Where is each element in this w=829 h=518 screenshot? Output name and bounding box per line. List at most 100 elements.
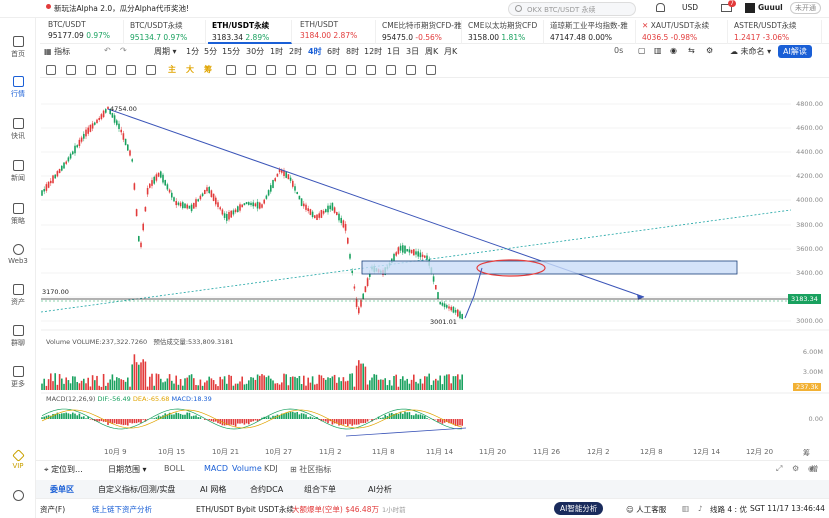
wave-tool-icon[interactable] xyxy=(306,65,316,75)
template-selector[interactable]: ☁ 未命名 ▾ xyxy=(730,47,772,56)
ticker-tab[interactable]: ASTER/USDT永续 1.2417 -3.06% xyxy=(730,20,822,44)
sidebar-item-web3[interactable]: Web3 xyxy=(0,244,36,265)
sidebar-item-more[interactable]: 更多 xyxy=(0,366,36,389)
indicator-kdj[interactable]: KDJ xyxy=(264,464,278,473)
crosshair-icon[interactable] xyxy=(46,65,56,75)
trash-icon[interactable] xyxy=(426,65,436,75)
liquidation-text[interactable]: 大额爆单(空单) $46.48万 xyxy=(292,505,379,514)
tab-ai-analysis[interactable]: AI分析 xyxy=(368,485,392,494)
pen-tool-icon[interactable] xyxy=(266,65,276,75)
projection-arrow[interactable] xyxy=(464,267,483,319)
avatar[interactable] xyxy=(745,3,755,13)
camera-icon[interactable]: ◉ xyxy=(808,464,815,473)
indicator-boll[interactable]: BOLL xyxy=(164,464,185,473)
timeframe-1m[interactable]: 1分 xyxy=(186,47,200,56)
tab-ai-grid[interactable]: AI 网格 xyxy=(200,485,227,494)
search-input[interactable]: OKX BTC/USDT 永续 xyxy=(527,6,596,14)
indicator-button[interactable]: ▦ 指标 xyxy=(44,47,71,56)
timeframe-15m[interactable]: 15分 xyxy=(222,47,241,56)
sidebar-item-groupchat[interactable]: 群聊 xyxy=(0,325,36,348)
rect-tool-icon[interactable] xyxy=(226,65,236,75)
macd-divergence-line[interactable] xyxy=(345,427,467,437)
mail-icon[interactable] xyxy=(721,4,732,12)
indicator-volume[interactable]: Volume xyxy=(232,464,262,473)
ticker-tab-active[interactable]: ETH/USDT永续 3183.34 2.89% xyxy=(208,20,292,44)
asset-label[interactable]: 资产(F) xyxy=(40,505,66,514)
sidebar-item-assets[interactable]: 资产 xyxy=(0,284,36,307)
search-box[interactable]: OKX BTC/USDT 永续 xyxy=(508,2,636,16)
sidebar-item-flash[interactable]: 快讯 xyxy=(0,118,36,141)
ticker-tab[interactable]: CME以太坊期货CFD 3158.00 1.81% xyxy=(464,20,544,44)
hline-tool-icon[interactable] xyxy=(106,65,116,75)
timeframe-12h[interactable]: 12时 xyxy=(364,47,383,56)
tab-custom-indicator[interactable]: 自定义指标/回测/实盘 xyxy=(98,485,176,494)
main-chart-icon[interactable]: 主 xyxy=(168,65,176,74)
line-tool-icon[interactable] xyxy=(66,65,76,75)
sidebar-item-vip[interactable]: VIP xyxy=(0,449,36,470)
ticker-tab[interactable]: BTC/USDT永续 95134.7 0.97% xyxy=(126,20,206,44)
sidebar-item-strategy[interactable]: 策略 xyxy=(0,203,36,226)
community-indicator-button[interactable]: ⊞ 社区指标 xyxy=(290,465,332,474)
redo-icon[interactable]: ↷ xyxy=(120,46,127,55)
settings-icon[interactable]: ⚙ xyxy=(792,464,800,473)
large-icon[interactable]: 大 xyxy=(186,65,194,74)
username[interactable]: Guuul xyxy=(758,3,783,12)
tab-orders[interactable]: 委单区 xyxy=(50,485,74,494)
timeframe-2h[interactable]: 2时 xyxy=(289,47,303,56)
vline-tool-icon[interactable] xyxy=(126,65,136,75)
text-tool-icon[interactable] xyxy=(346,65,356,75)
timeframe-1h[interactable]: 1时 xyxy=(270,47,284,56)
ai-interpret-button[interactable]: AI解读 xyxy=(778,45,812,58)
settings-icon[interactable]: ⚙ xyxy=(706,46,714,55)
sidebar-item-home[interactable]: 首页 xyxy=(0,36,36,59)
highlight-ellipse[interactable] xyxy=(476,259,546,277)
timeframe-6h[interactable]: 6时 xyxy=(327,47,341,56)
bell-icon[interactable] xyxy=(656,3,665,12)
compare-icon[interactable]: ⇆ xyxy=(688,46,695,55)
ray-tool-icon[interactable] xyxy=(86,65,96,75)
magnet-tool-icon[interactable] xyxy=(366,65,376,75)
candlestick-chart[interactable] xyxy=(36,78,829,458)
locate-button[interactable]: ⌖ 定位到... xyxy=(44,465,83,474)
ticker-tab[interactable]: ✕ XAUT/USDT永续 4036.5 -0.98% xyxy=(638,20,728,44)
period-button[interactable]: 周期 ▾ xyxy=(154,47,177,56)
sidebar-item-news[interactable]: 新闻 xyxy=(0,160,36,183)
date-range-button[interactable]: 日期范围 ▾ xyxy=(108,465,147,474)
indicator-macd[interactable]: MACD xyxy=(204,464,228,473)
layout-icon[interactable]: ▥ xyxy=(654,46,662,55)
network-status[interactable]: 线路 4 : 优 xyxy=(710,505,747,514)
lock-tool-icon[interactable] xyxy=(386,65,396,75)
supply-zone-box[interactable] xyxy=(361,260,738,275)
add-label[interactable]: 增 xyxy=(811,465,818,473)
chip-label[interactable]: 筹 xyxy=(803,449,810,457)
tab-combo-order[interactable]: 组合下单 xyxy=(304,485,336,494)
undo-icon[interactable]: ↶ xyxy=(104,46,111,55)
brush-icon[interactable]: 筹 xyxy=(204,65,212,74)
timeframe-1d[interactable]: 1日 xyxy=(387,47,401,56)
timeframe-month[interactable]: 月K xyxy=(444,47,458,56)
channel-tool-icon[interactable] xyxy=(146,65,156,75)
calendar-icon[interactable]: ▢ xyxy=(638,46,646,55)
fib-tool-icon[interactable] xyxy=(246,65,256,75)
onchain-analysis-link[interactable]: 链上链下资产分析 xyxy=(92,505,152,514)
timeframe-5m[interactable]: 5分 xyxy=(204,47,218,56)
fullscreen-icon[interactable]: ⤢ xyxy=(776,464,783,473)
announcement-text[interactable]: 新玩法Alpha 2.0，瓜分Alpha代币奖池! xyxy=(54,4,189,13)
ticker-tab[interactable]: BTC/USDT 95177.09 0.97% xyxy=(44,20,124,44)
ticker-tab[interactable]: CME比特币期货CFD-雅 95475.0 -0.56% xyxy=(378,20,462,44)
camera-icon[interactable]: ◉ xyxy=(670,46,677,55)
settings-button[interactable] xyxy=(0,490,36,503)
verify-badge[interactable]: 未开通 xyxy=(790,2,821,14)
layout-icon[interactable]: ▥ xyxy=(682,504,690,513)
timeframe-3d[interactable]: 3日 xyxy=(406,47,420,56)
support-button[interactable]: ☺ 人工客服 xyxy=(626,505,667,514)
timeframe-30m[interactable]: 30分 xyxy=(246,47,265,56)
currency-selector[interactable]: USD xyxy=(682,3,699,12)
pattern-tool-icon[interactable] xyxy=(286,65,296,75)
sidebar-item-market[interactable]: 行情 xyxy=(0,76,36,99)
sound-icon[interactable]: ♪ xyxy=(698,504,703,513)
tab-dca[interactable]: 合约DCA xyxy=(250,485,284,494)
ticker-tab[interactable]: ETH/USDT 3184.00 2.87% xyxy=(296,20,376,44)
timeframe-4h[interactable]: 4时 xyxy=(308,47,322,56)
close-icon[interactable]: ✕ xyxy=(642,21,649,30)
